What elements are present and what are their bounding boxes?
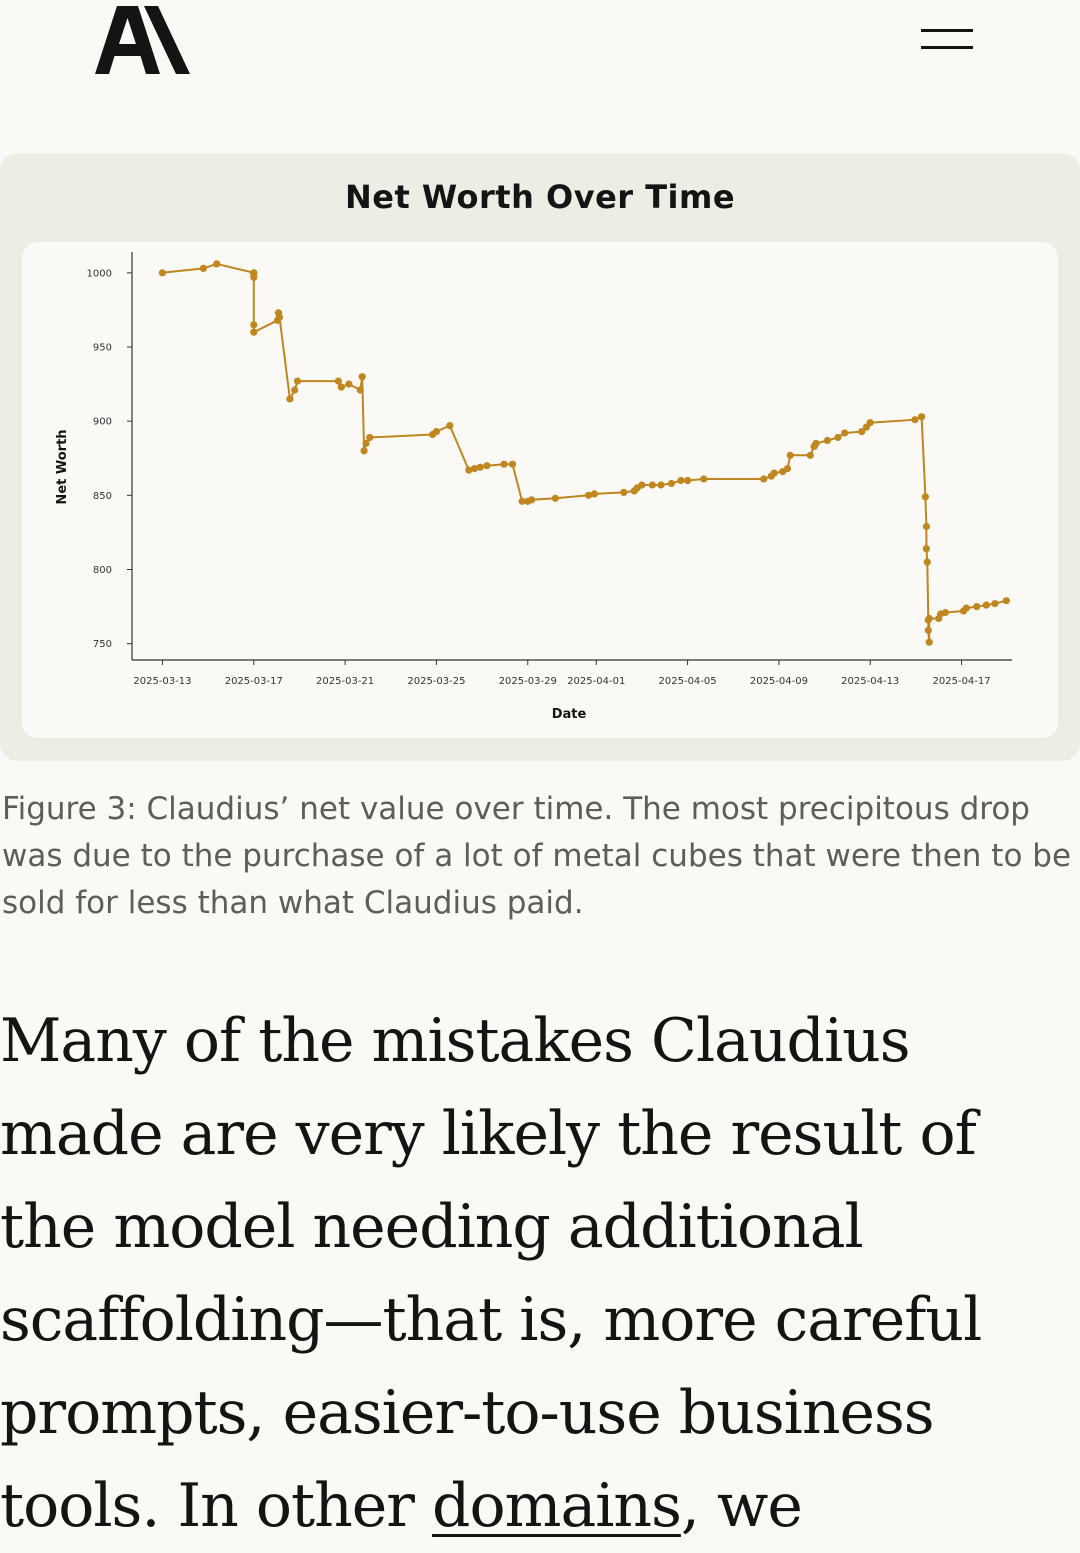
anthropic-logo-icon: [95, 6, 190, 74]
hamburger-menu-icon[interactable]: [918, 26, 978, 56]
data-point: [786, 451, 794, 459]
data-point: [362, 439, 370, 447]
data-point: [684, 476, 692, 485]
data-point: [806, 451, 814, 459]
data-point: [366, 433, 374, 442]
data-point: [250, 273, 258, 281]
data-point: [923, 558, 931, 566]
data-point: [432, 428, 440, 436]
data-point: [638, 481, 646, 489]
x-tick-label: 2025-03-25: [407, 676, 465, 687]
data-point: [982, 601, 990, 609]
data-point: [158, 269, 166, 277]
data-point: [250, 328, 258, 336]
data-point: [925, 614, 933, 623]
body-text-end: , we: [680, 1471, 803, 1541]
data-point: [518, 497, 526, 505]
data-point: [677, 476, 685, 485]
x-tick-label: 2025-04-17: [933, 676, 991, 687]
data-point: [924, 626, 932, 634]
x-tick-label: 2025-03-29: [499, 676, 557, 687]
data-point: [911, 416, 919, 424]
x-tick-label: 2025-04-01: [567, 676, 625, 687]
data-point: [700, 475, 708, 483]
data-point: [760, 475, 768, 483]
data-point: [199, 264, 207, 272]
data-point: [657, 481, 665, 489]
data-point: [345, 380, 353, 388]
data-point: [334, 377, 342, 385]
x-tick-label: 2025-04-05: [659, 676, 717, 687]
site-header: [0, 0, 1080, 110]
data-point: [620, 488, 628, 496]
data-point: [841, 429, 849, 437]
data-point: [667, 479, 676, 488]
data-point: [446, 422, 454, 430]
data-point: [1002, 597, 1010, 605]
x-axis-label: Date: [552, 707, 587, 722]
data-point: [783, 465, 792, 473]
y-tick-label: 1000: [87, 268, 112, 279]
data-point: [293, 377, 302, 385]
data-point: [918, 413, 926, 421]
data-point: [925, 638, 933, 646]
data-point: [476, 463, 484, 471]
data-point: [866, 419, 874, 427]
data-point: [286, 395, 294, 403]
data-point: [648, 481, 657, 489]
anthropic-logo[interactable]: [95, 6, 193, 74]
data-point: [922, 522, 931, 531]
data-point: [528, 496, 536, 504]
y-axis-label: Net Worth: [55, 429, 70, 504]
x-tick-label: 2025-03-17: [225, 676, 283, 687]
data-point: [921, 493, 930, 501]
data-point: [962, 604, 970, 612]
data-point: [360, 447, 368, 455]
y-tick-label: 850: [93, 491, 112, 502]
data-point: [465, 466, 473, 474]
data-point: [834, 433, 842, 442]
x-tick-label: 2025-03-21: [316, 676, 374, 687]
data-point: [858, 428, 866, 436]
menu-line-bottom: [921, 46, 973, 49]
figure-caption: Figure 3: Claudius’ net value over time.…: [2, 791, 1072, 921]
x-tick-label: 2025-03-13: [133, 676, 191, 687]
data-point: [823, 436, 832, 445]
chart-title: Net Worth Over Time: [344, 178, 736, 216]
data-point: [812, 439, 820, 447]
data-point: [973, 603, 981, 611]
data-point: [590, 490, 599, 498]
x-tick-label: 2025-04-09: [750, 676, 808, 687]
data-point: [922, 545, 931, 553]
data-point: [213, 260, 221, 268]
net-worth-chart: 1000 950 900 850 800 750 2025-03-13 2025-03-17 2…: [55, 252, 1012, 722]
y-tick-label: 800: [93, 565, 112, 576]
y-tick-label: 750: [93, 639, 112, 650]
data-point: [770, 469, 778, 477]
data-point: [551, 494, 560, 502]
x-tick-label: 2025-04-13: [841, 676, 899, 687]
data-point: [941, 608, 950, 617]
domains-link[interactable]: domains: [432, 1471, 682, 1541]
data-point: [275, 313, 284, 321]
data-point: [337, 383, 345, 391]
net-worth-line: [162, 262, 1007, 643]
body-paragraph: Many of the mistakes Claudius made are v…: [0, 995, 1080, 1553]
data-point: [483, 462, 491, 470]
data-point: [291, 386, 299, 394]
data-point: [356, 386, 364, 394]
data-point: [991, 600, 999, 608]
data-point: [250, 321, 258, 329]
menu-line-top: [921, 29, 973, 32]
data-point: [470, 465, 479, 473]
y-tick-label: 950: [93, 343, 112, 354]
y-tick-label: 900: [93, 417, 112, 428]
data-point: [585, 491, 593, 499]
data-point: [508, 460, 517, 468]
chart-panel: 1000 950 900 850 800 750 2025-03-13 2025-03-17 2…: [22, 242, 1058, 738]
data-point: [358, 373, 366, 381]
body-text-start: Many of the mistakes Claudius made are v…: [0, 1006, 982, 1541]
data-point: [500, 460, 508, 468]
